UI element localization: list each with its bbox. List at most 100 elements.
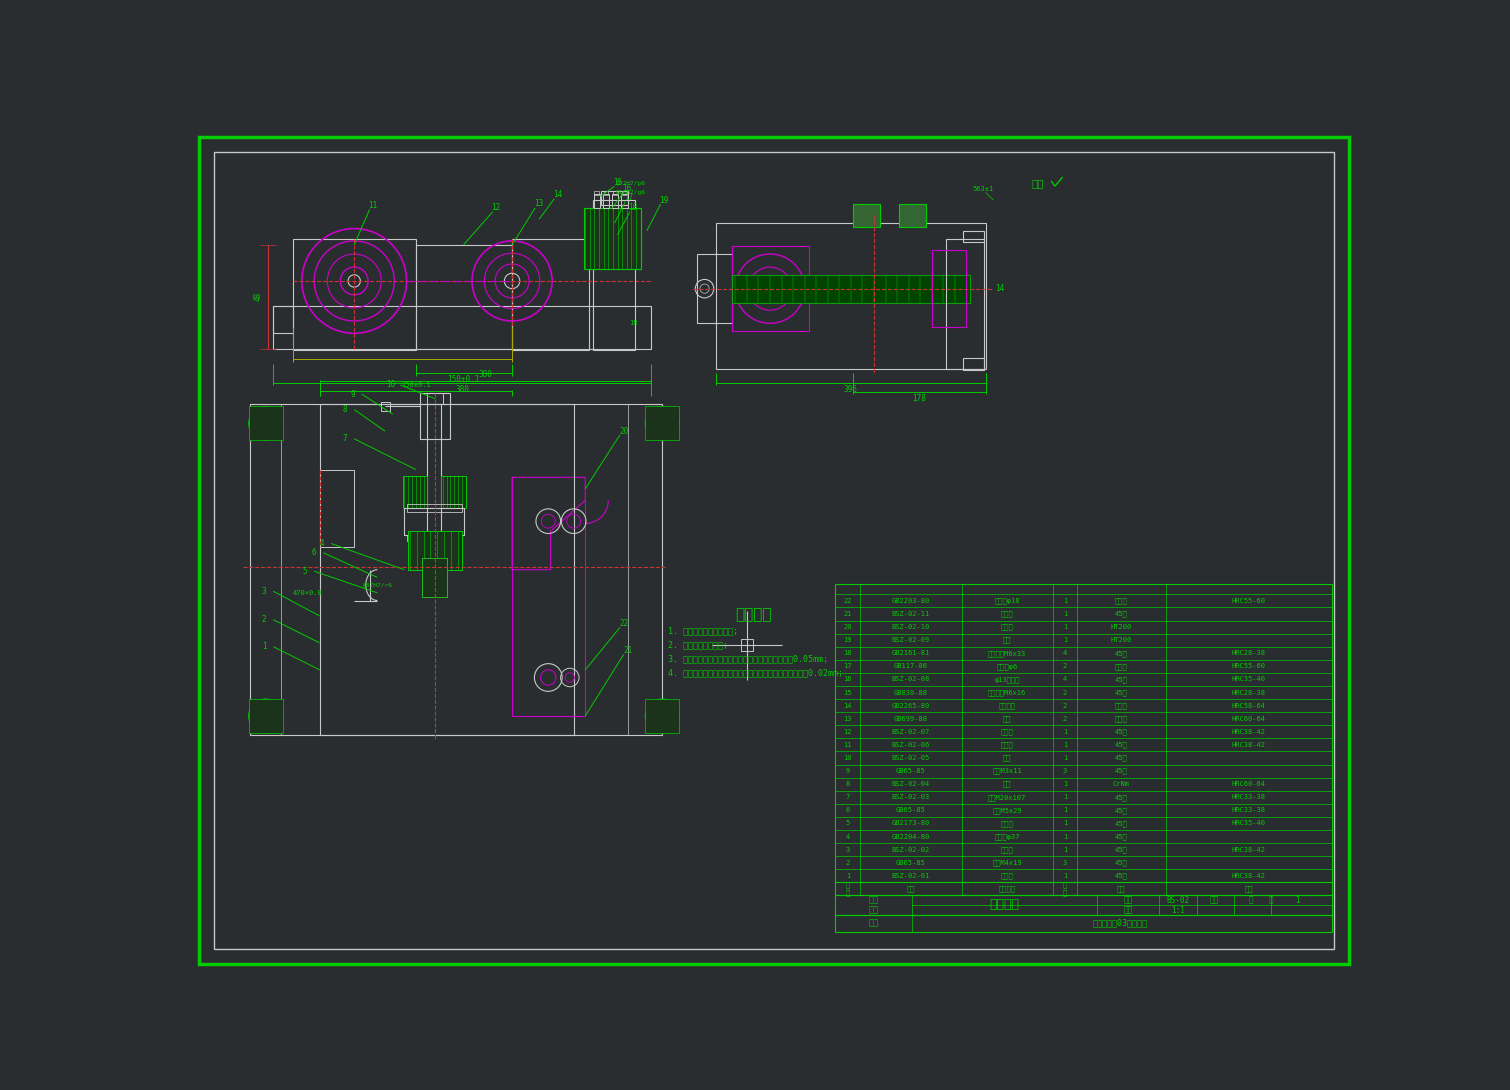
Text: 2: 2 <box>1063 664 1068 669</box>
Text: 20: 20 <box>844 625 852 630</box>
Text: HRC28-38: HRC28-38 <box>1232 651 1265 656</box>
Text: 45钢: 45钢 <box>1114 610 1128 617</box>
Bar <box>415 245 512 349</box>
Text: HRC38-42: HRC38-42 <box>1232 742 1265 748</box>
Text: CrNm: CrNm <box>1113 782 1129 787</box>
Text: 1: 1 <box>1063 795 1068 800</box>
Text: 45钢: 45钢 <box>1114 846 1128 852</box>
Text: HT200: HT200 <box>1110 638 1132 643</box>
Text: 15: 15 <box>613 178 622 186</box>
Bar <box>731 275 971 303</box>
Text: 14: 14 <box>553 191 562 199</box>
Bar <box>320 470 355 546</box>
Text: BSZ-02-06: BSZ-02-06 <box>892 742 930 748</box>
Text: HRC33-38: HRC33-38 <box>1232 808 1265 813</box>
Text: 380: 380 <box>455 385 470 393</box>
Text: GB65-85: GB65-85 <box>895 808 926 813</box>
Text: 定件: 定件 <box>1003 754 1012 761</box>
Text: 数
量: 数 量 <box>1063 882 1068 896</box>
Bar <box>835 915 1332 932</box>
Bar <box>612 194 618 208</box>
Text: 1: 1 <box>1063 742 1068 748</box>
Text: φ22H7/p6: φ22H7/p6 <box>616 181 646 185</box>
Text: 菱形销φ18: 菱形销φ18 <box>995 597 1019 604</box>
Bar <box>426 573 442 596</box>
Text: 16: 16 <box>844 677 852 682</box>
Bar <box>741 639 753 652</box>
Text: 16: 16 <box>622 184 631 193</box>
Text: 8: 8 <box>846 782 850 787</box>
Text: BSZ-02-07: BSZ-02-07 <box>892 729 930 735</box>
Text: 17: 17 <box>624 193 633 203</box>
Text: GB2204-80: GB2204-80 <box>892 834 930 839</box>
Text: 4: 4 <box>846 834 850 839</box>
Bar <box>320 404 574 736</box>
Text: φ16H7/g6: φ16H7/g6 <box>616 190 646 195</box>
Text: 45钢: 45钢 <box>1114 794 1128 800</box>
Text: 22: 22 <box>619 619 628 628</box>
Bar <box>249 699 282 732</box>
Text: GB830-88: GB830-88 <box>894 690 929 695</box>
Text: 45钢: 45钢 <box>1114 689 1128 695</box>
Text: φ13平垫圈: φ13平垫圈 <box>995 676 1019 682</box>
Text: 支承板: 支承板 <box>1001 728 1013 735</box>
Text: 图号: 图号 <box>1123 896 1132 905</box>
Text: 传统钻套: 传统钻套 <box>998 702 1016 708</box>
Text: GB65-85: GB65-85 <box>895 768 926 774</box>
Text: 21: 21 <box>844 611 852 617</box>
Text: 圆压爪: 圆压爪 <box>1001 820 1013 826</box>
Text: 45钢: 45钢 <box>1114 754 1128 761</box>
Text: 12: 12 <box>844 729 852 735</box>
Text: 1: 1 <box>1063 625 1068 630</box>
Text: 19: 19 <box>844 638 852 643</box>
Text: 7: 7 <box>846 795 850 800</box>
Text: 零件名称: 零件名称 <box>998 885 1016 893</box>
Text: 4: 4 <box>1063 651 1068 656</box>
Bar <box>251 404 663 736</box>
Text: 支承板: 支承板 <box>1001 872 1013 879</box>
Text: 3: 3 <box>1063 860 1068 865</box>
Text: 5: 5 <box>846 821 850 826</box>
Text: 1. 装配不允许碰伤、划伤;: 1. 装配不允许碰伤、划伤; <box>669 627 738 635</box>
Bar <box>406 535 462 542</box>
Text: GB2203-80: GB2203-80 <box>892 598 930 604</box>
Text: 18: 18 <box>630 320 639 326</box>
Text: BSZ-02-11: BSZ-02-11 <box>892 611 930 617</box>
Text: 150±0.1: 150±0.1 <box>447 375 480 384</box>
Text: 45钢: 45钢 <box>1114 728 1128 735</box>
Text: 螺钉M5x29: 螺钉M5x29 <box>992 807 1022 813</box>
Text: 45钢: 45钢 <box>1114 767 1128 774</box>
Text: 3. 钻套工作面与夹具体安装基准面垂直度误差不大于0.05mm;: 3. 钻套工作面与夹具体安装基准面垂直度误差不大于0.05mm; <box>669 654 829 664</box>
Text: 比例: 比例 <box>1123 906 1132 915</box>
Text: 4. 定位支承板工作面对夹具体安装基准面平行度误差不大于0.02mm;: 4. 定位支承板工作面对夹具体安装基准面平行度误差不大于0.02mm; <box>669 668 844 677</box>
Text: 1: 1 <box>1063 834 1068 839</box>
Text: 1: 1 <box>1063 847 1068 852</box>
Text: HRC60-64: HRC60-64 <box>1232 782 1265 787</box>
Text: HRC33-38: HRC33-38 <box>1232 795 1265 800</box>
Text: 1: 1 <box>1063 598 1068 604</box>
Text: 470×0.8: 470×0.8 <box>293 590 323 596</box>
Text: 9: 9 <box>350 389 355 399</box>
Text: 396: 396 <box>844 385 858 393</box>
Text: 技术要求: 技术要求 <box>735 607 772 622</box>
Text: 14: 14 <box>995 284 1004 293</box>
Text: 2: 2 <box>1063 690 1068 695</box>
Text: 英合: 英合 <box>1031 178 1045 189</box>
Bar <box>421 558 447 596</box>
Text: 1: 1 <box>1063 755 1068 761</box>
Text: 1: 1 <box>1063 729 1068 735</box>
Bar <box>962 231 985 242</box>
Text: 8: 8 <box>343 405 347 414</box>
Bar <box>716 223 986 370</box>
Bar <box>441 475 467 508</box>
Bar <box>403 475 427 508</box>
Bar <box>405 508 465 535</box>
Text: GB65-85: GB65-85 <box>895 860 926 865</box>
Bar <box>408 531 462 570</box>
Bar <box>381 402 391 411</box>
Text: 夹具体: 夹具体 <box>1001 623 1013 630</box>
Text: 制图: 制图 <box>868 896 879 905</box>
Text: 平夹: 平夹 <box>1003 780 1012 787</box>
Bar <box>584 208 642 269</box>
Text: 衬套: 衬套 <box>1003 715 1012 722</box>
